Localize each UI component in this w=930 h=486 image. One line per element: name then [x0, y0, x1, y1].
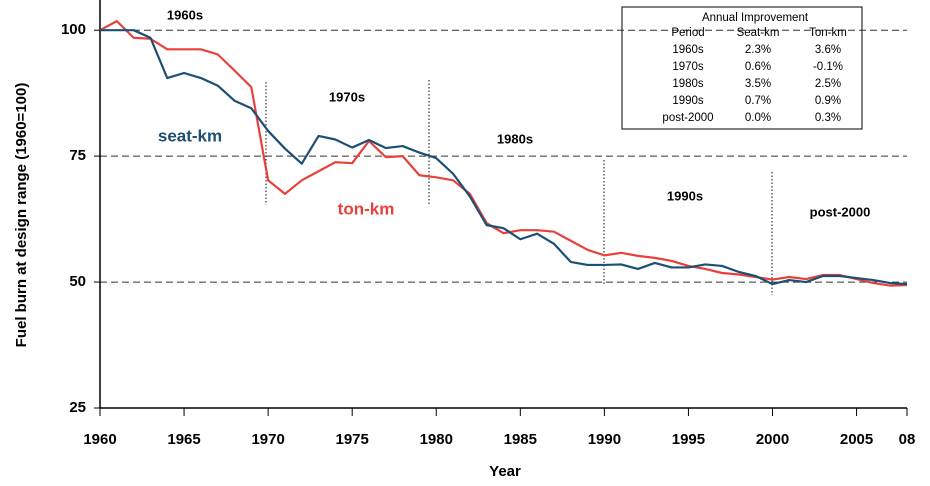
series-label: seat-km: [158, 126, 222, 145]
x-tick-label: 1960: [83, 431, 116, 448]
x-tick-label: 2005: [840, 431, 873, 448]
x-axis-label: Year: [489, 463, 521, 480]
table-cell: 1960s: [672, 44, 704, 56]
table-cell: -0.1%: [813, 61, 843, 73]
x-tick-label: 1965: [167, 431, 200, 448]
period-label: 1960s: [167, 7, 203, 22]
table-header: Seat-km: [737, 27, 780, 39]
period-label: post-2000: [810, 204, 871, 219]
table-cell: 2.5%: [815, 78, 841, 90]
table-cell: 0.7%: [745, 95, 771, 107]
table-title: Annual Improvement: [702, 12, 809, 24]
table-header: Period: [671, 27, 704, 39]
table-cell: 1980s: [672, 78, 704, 90]
x-tick-label: 1995: [672, 431, 705, 448]
x-tick-label: 1970: [251, 431, 284, 448]
y-tick-label: 100: [61, 21, 86, 38]
y-tick-label: 50: [69, 273, 86, 290]
x-tick-label: 1975: [336, 431, 369, 448]
period-label: 1980s: [497, 131, 533, 146]
series-line: [99, 20, 908, 287]
x-tick-label: 08: [899, 431, 916, 448]
x-tick-label: 1985: [504, 431, 537, 448]
table-header: Ton-km: [809, 27, 847, 39]
table-cell: 0.9%: [815, 95, 841, 107]
table-cell: post-2000: [662, 112, 713, 124]
x-tick-label: 2000: [756, 431, 789, 448]
table-box: [621, 6, 863, 130]
x-tick-label: 1980: [420, 431, 453, 448]
table-cell: 0.0%: [745, 112, 771, 124]
table-cell: 1970s: [672, 61, 704, 73]
table-cell: 3.5%: [745, 78, 771, 90]
table-cell: 0.6%: [745, 61, 771, 73]
y-tick-label: 25: [69, 399, 86, 416]
y-axis-label: Fuel burn at design range (1960=100): [13, 83, 30, 348]
table-cell: 0.3%: [815, 112, 841, 124]
series-line: [100, 29, 908, 286]
y-tick-label: 75: [69, 147, 86, 164]
period-label: 1990s: [667, 188, 703, 203]
x-tick-label: 1990: [588, 431, 621, 448]
table-cell: 1990s: [672, 95, 704, 107]
series-label: ton-km: [338, 199, 395, 218]
table-cell: 2.3%: [745, 44, 771, 56]
period-label: 1970s: [329, 89, 365, 104]
table-cell: 3.6%: [815, 44, 841, 56]
